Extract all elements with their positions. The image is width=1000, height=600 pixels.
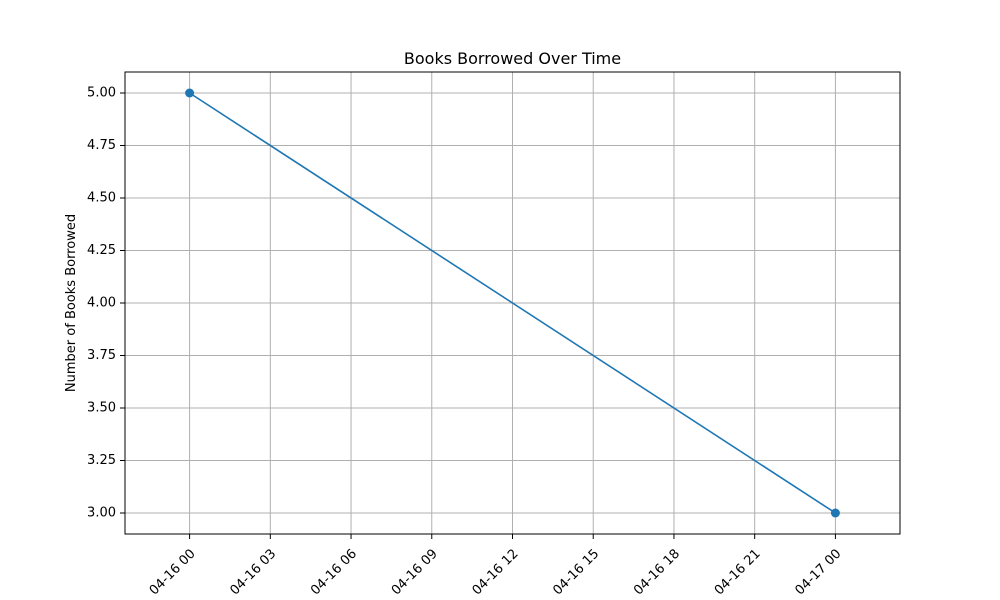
series-layer bbox=[185, 88, 840, 518]
y-tick-label: 3.50 bbox=[87, 401, 116, 416]
y-axis-label: Number of Books Borrowed bbox=[64, 214, 79, 392]
chart-title: Books Borrowed Over Time bbox=[404, 49, 621, 68]
x-tick-label: 04-16 15 bbox=[550, 546, 602, 598]
x-tick-label: 04-17 00 bbox=[793, 546, 845, 598]
y-tick-label: 3.75 bbox=[87, 348, 116, 363]
x-tick-label: 04-16 00 bbox=[147, 546, 199, 598]
data-point bbox=[185, 88, 195, 98]
y-tick-label: 4.25 bbox=[87, 243, 116, 258]
data-point bbox=[830, 508, 840, 518]
y-tick-label: 3.00 bbox=[87, 506, 116, 521]
x-tick-label: 04-16 12 bbox=[470, 546, 522, 598]
x-tick-label: 04-16 21 bbox=[712, 546, 764, 598]
x-tick-label: 04-16 09 bbox=[389, 546, 441, 598]
ticks: 04-16 00 04-16 03 04-16 06 04-16 09 04-16 12… bbox=[87, 86, 844, 599]
y-tick-label: 4.00 bbox=[87, 296, 116, 311]
x-tick-label: 04-16 03 bbox=[227, 546, 279, 598]
x-tick-label: 04-16 06 bbox=[308, 546, 360, 598]
y-tick-label: 5.00 bbox=[87, 86, 116, 101]
y-tick-label: 4.75 bbox=[87, 138, 116, 153]
x-tick-label: 04-16 18 bbox=[631, 546, 683, 598]
series-line bbox=[189, 92, 836, 514]
y-tick-label: 4.50 bbox=[87, 191, 116, 206]
y-tick-label: 3.25 bbox=[87, 453, 116, 468]
